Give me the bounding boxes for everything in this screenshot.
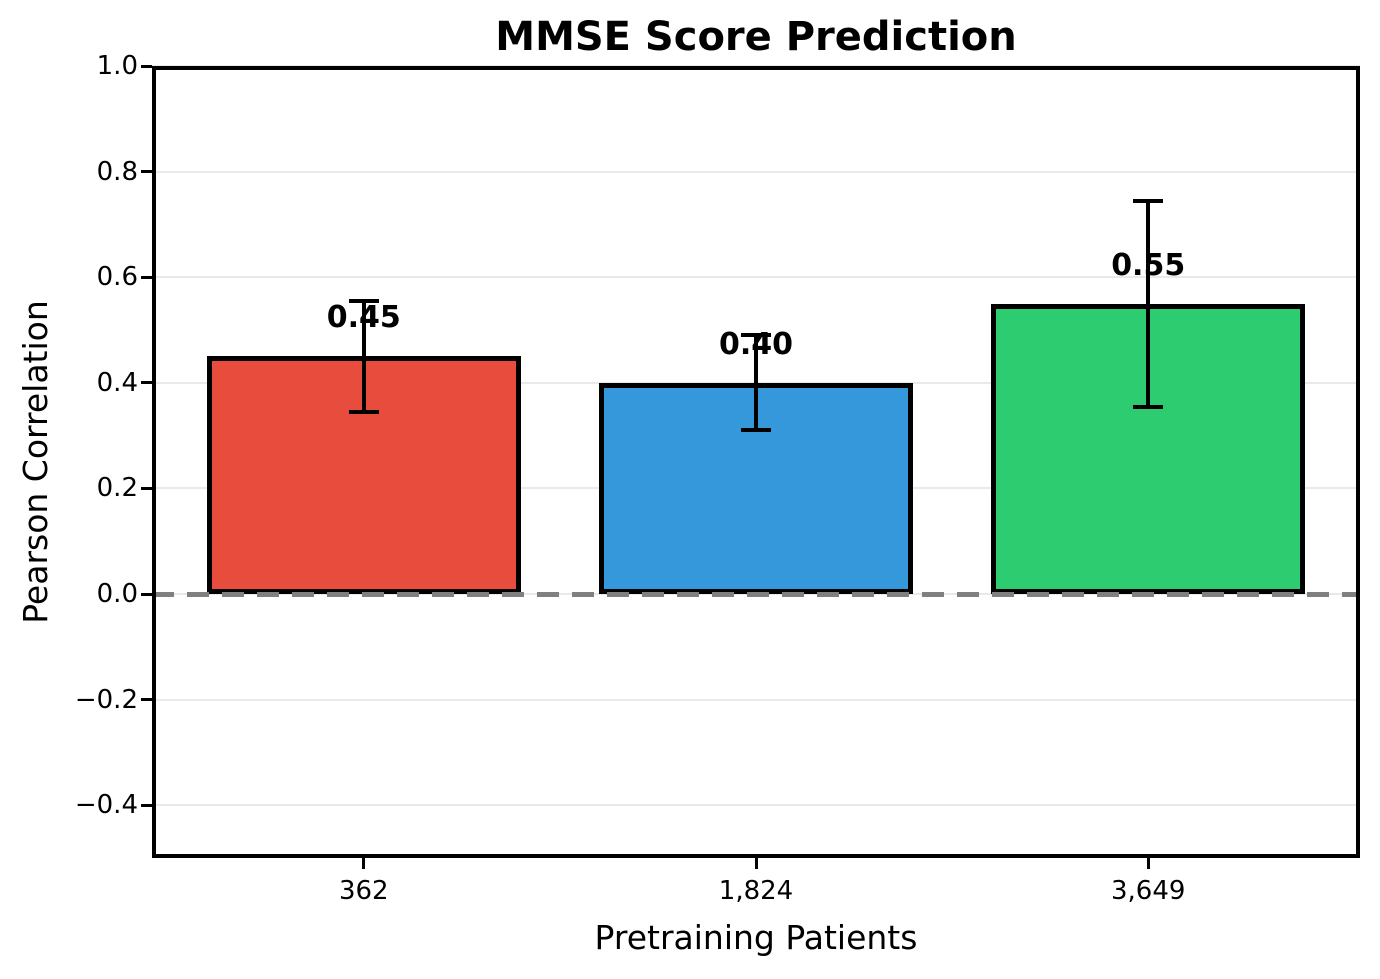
y-tick-label: 0.0 (96, 579, 138, 609)
error-bar-line (1146, 200, 1151, 407)
y-tick-mark (141, 64, 152, 68)
y-tick-label: −0.2 (74, 684, 138, 715)
x-tick-mark (1146, 858, 1150, 869)
y-axis-label: Pearson Correlation (16, 300, 55, 624)
error-bar-line (361, 300, 366, 412)
y-tick-mark (141, 803, 152, 807)
gridline (152, 698, 1360, 701)
zero-dashed-line (152, 591, 1360, 597)
x-tick-label: 3,649 (1110, 876, 1186, 906)
y-tick-label: 0.4 (96, 367, 138, 398)
error-bar-cap-top (1133, 198, 1164, 203)
y-tick-mark (141, 275, 152, 279)
error-bar-cap-bottom (741, 428, 771, 433)
y-tick-mark (141, 381, 152, 385)
error-bar-cap-top (741, 333, 771, 338)
y-tick-label: 0.8 (96, 156, 138, 187)
x-tick-label: 1,824 (718, 876, 794, 906)
y-tick-label: 0.6 (96, 262, 138, 293)
x-tick-mark (362, 858, 366, 869)
y-tick-mark (141, 592, 152, 596)
bar-value-label: 0.45 (326, 300, 401, 336)
gridline (152, 170, 1360, 173)
x-axis-label: Pretraining Patients (594, 918, 918, 957)
error-bar-cap-top (348, 298, 379, 303)
y-tick-mark (141, 486, 152, 490)
y-tick-label: 0.2 (96, 473, 138, 504)
y-tick-label: 1.0 (96, 51, 138, 81)
y-tick-label: −0.4 (74, 790, 138, 821)
plot-area: 1.0 0.8 0.6 0.4 0.2 0.0 −0.2 −0.4 0.45 0.40 0.55 36… (75, 51, 1360, 906)
gridline (152, 276, 1360, 279)
x-tick-mark (754, 858, 758, 869)
y-tick-mark (141, 170, 152, 174)
bar-value-label: 0.55 (1111, 247, 1186, 283)
gridline (152, 65, 1360, 67)
chart-title: MMSE Score Prediction (495, 14, 1017, 60)
bar-value-label: 0.40 (718, 326, 794, 362)
error-bar-cap-bottom (1133, 404, 1164, 409)
x-tick-label: 362 (338, 876, 389, 906)
gridline (152, 804, 1360, 807)
y-tick-mark (141, 698, 152, 702)
error-bar-cap-bottom (348, 409, 379, 414)
error-bar-line (754, 335, 758, 431)
